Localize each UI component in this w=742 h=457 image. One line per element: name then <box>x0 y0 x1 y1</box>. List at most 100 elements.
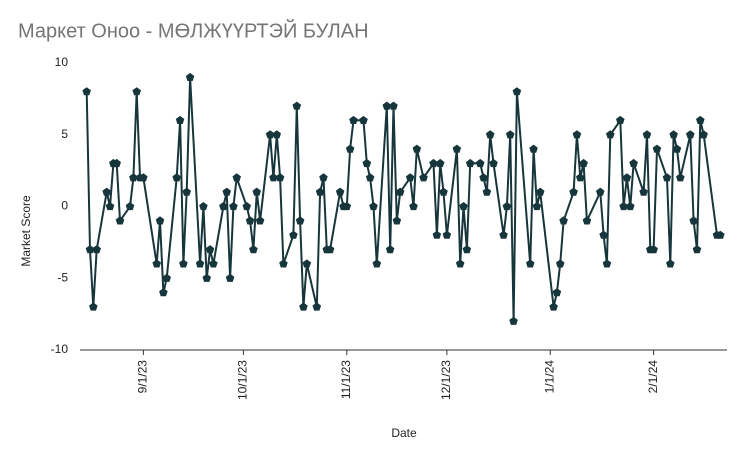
point-marker <box>649 245 658 254</box>
series-line <box>85 77 721 322</box>
x-tick-label: 11/1/23 <box>339 360 353 399</box>
point-marker <box>299 302 308 311</box>
point-marker <box>265 130 275 139</box>
point-marker <box>536 187 545 196</box>
point-marker <box>502 202 512 211</box>
point-marker <box>172 173 181 182</box>
chart-title: Маркет Оноо - МӨЛЖҮҮРТЭЙ БУЛАН <box>18 18 369 42</box>
point-marker <box>419 173 428 182</box>
y-tick-label: -5 <box>57 270 68 284</box>
point-marker <box>479 173 488 182</box>
point-marker <box>532 202 542 211</box>
point-marker <box>369 202 378 211</box>
point-marker <box>499 230 508 239</box>
point-marker <box>452 144 462 153</box>
point-marker <box>202 273 211 282</box>
point-marker <box>335 187 345 196</box>
point-marker <box>279 259 288 268</box>
point-marker <box>292 101 302 110</box>
x-tick-label: 12/1/23 <box>439 360 453 400</box>
point-marker <box>676 173 685 182</box>
point-marker <box>349 115 358 124</box>
y-tick-label: 5 <box>61 127 68 141</box>
point-marker <box>175 115 185 124</box>
point-marker <box>455 259 465 268</box>
y-tick-label: 10 <box>55 55 69 69</box>
point-marker <box>325 245 335 254</box>
point-marker <box>229 202 238 211</box>
point-marker <box>692 245 702 254</box>
point-marker <box>435 158 445 168</box>
x-tick-label: 9/1/23 <box>136 360 150 394</box>
point-marker <box>572 130 582 139</box>
point-marker <box>359 115 368 124</box>
point-marker <box>382 101 392 110</box>
y-axis-label: Market Score <box>19 195 33 267</box>
point-marker <box>622 173 632 182</box>
point-marker <box>669 130 678 139</box>
point-marker <box>85 245 95 254</box>
point-marker <box>485 130 495 139</box>
point-marker <box>372 259 382 268</box>
point-marker <box>392 216 402 225</box>
point-marker <box>576 173 585 182</box>
point-marker <box>185 72 195 81</box>
point-marker <box>389 101 398 110</box>
point-marker <box>432 230 442 239</box>
point-marker <box>139 173 148 182</box>
point-marker <box>602 259 612 268</box>
point-marker <box>89 302 98 311</box>
point-marker <box>699 130 708 139</box>
point-marker <box>405 173 415 182</box>
x-tick-label: 1/1/24 <box>542 360 556 394</box>
point-marker <box>626 202 635 211</box>
point-marker <box>556 259 565 268</box>
point-marker <box>182 187 191 196</box>
point-marker <box>582 216 592 225</box>
point-marker <box>672 144 682 153</box>
point-marker <box>289 230 298 239</box>
point-marker <box>512 87 522 96</box>
point-marker <box>205 245 215 254</box>
point-marker <box>505 130 515 139</box>
point-marker <box>159 288 168 297</box>
point-marker <box>345 144 355 153</box>
point-marker <box>619 202 628 211</box>
y-tick-label: -10 <box>51 342 69 356</box>
point-marker <box>222 187 231 196</box>
point-marker <box>616 115 625 124</box>
point-marker <box>319 173 328 182</box>
point-marker <box>269 173 278 182</box>
point-marker <box>489 158 498 168</box>
point-marker <box>302 259 312 268</box>
point-marker <box>255 216 265 225</box>
point-marker <box>662 173 672 182</box>
point-marker <box>162 273 171 282</box>
point-marker <box>132 87 141 96</box>
point-marker <box>272 130 281 139</box>
point-marker <box>219 202 228 211</box>
point-marker <box>686 130 695 139</box>
point-marker <box>652 144 662 153</box>
point-marker <box>442 230 452 239</box>
point-marker <box>249 245 258 254</box>
point-marker <box>242 202 251 211</box>
point-marker <box>342 202 352 211</box>
point-marker <box>409 202 418 211</box>
point-marker <box>232 173 241 182</box>
point-marker <box>179 259 188 268</box>
point-marker <box>666 259 675 268</box>
point-marker <box>552 288 562 297</box>
point-marker <box>475 158 485 168</box>
point-marker <box>362 158 372 168</box>
point-marker <box>105 202 115 211</box>
point-marker <box>509 316 518 325</box>
point-marker <box>315 187 325 196</box>
point-marker <box>462 245 472 254</box>
point-marker <box>209 259 218 268</box>
point-marker <box>596 187 605 196</box>
point-marker <box>569 187 578 196</box>
point-marker <box>252 187 261 196</box>
